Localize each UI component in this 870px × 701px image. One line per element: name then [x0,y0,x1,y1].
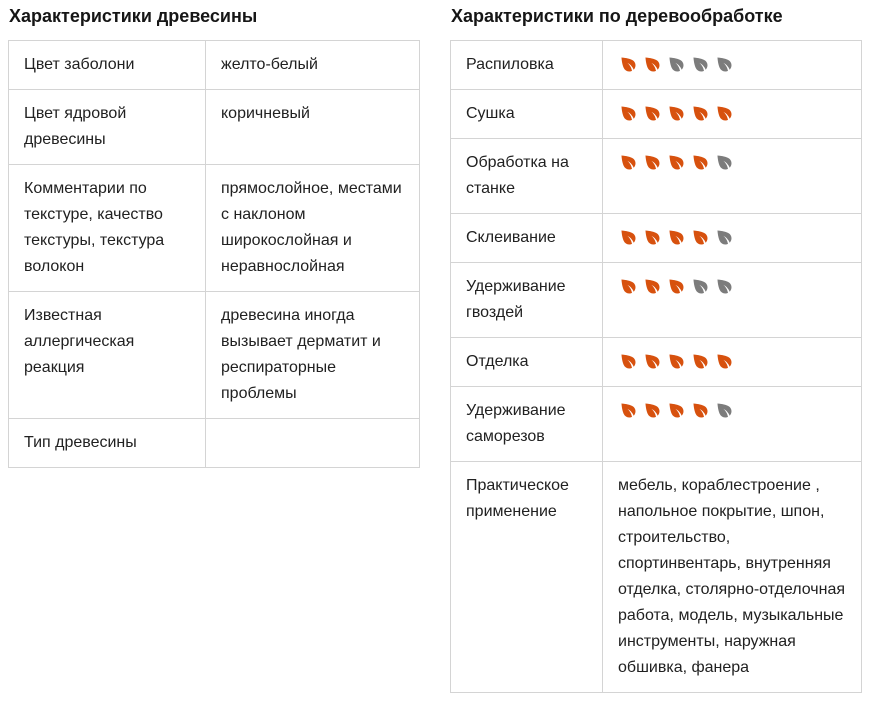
leaf-icon [714,103,735,124]
leaf-icon [642,351,663,372]
leaf-icon [690,276,711,297]
leaf-icon [714,276,735,297]
row-label: Обработка на станке [450,137,603,214]
leaf-icon [714,152,735,173]
row-rating [602,336,862,387]
table-row: Комментарии по текстуре, качество тексту… [8,163,420,292]
table-row: Обработка на станке [450,137,862,214]
table-row: Практическое применение мебель, кораблес… [450,460,862,693]
table-row: Тип древесины [8,417,420,468]
rating-leaves [618,349,846,372]
leaf-icon [642,54,663,75]
row-label: Удерживание саморезов [450,385,603,462]
row-value: желто-белый [205,39,420,90]
row-rating [602,137,862,214]
leaf-icon [618,152,639,173]
row-label: Цвет ядровой древесины [8,88,206,165]
rating-leaves [618,274,846,297]
row-rating [602,385,862,462]
leaf-icon [690,400,711,421]
leaf-icon [666,54,687,75]
leaf-icon [714,227,735,248]
row-value: древесина иногда вызывает дерматит и рес… [205,290,420,419]
table-row: Цвет ядровой древесины коричневый [8,88,420,165]
row-rating [602,261,862,338]
leaf-icon [690,227,711,248]
leaf-icon [690,152,711,173]
leaf-icon [618,351,639,372]
rating-leaves [618,101,846,124]
row-label: Отделка [450,336,603,387]
row-value [205,417,420,468]
leaf-icon [642,152,663,173]
table-row: Распиловка [450,39,862,90]
table-row: Цвет заболони желто-белый [8,39,420,90]
table-row: Сушка [450,88,862,139]
leaf-icon [666,276,687,297]
wood-characteristics-section: Характеристики древесины Цвет заболони ж… [8,6,420,693]
row-rating [602,39,862,90]
leaf-icon [690,54,711,75]
leaf-icon [666,227,687,248]
row-rating [602,88,862,139]
leaf-icon [690,103,711,124]
row-value: мебель, кораблестроение , напольное покр… [602,460,862,693]
wood-characteristics-title: Характеристики древесины [9,6,258,26]
leaf-icon [690,351,711,372]
rating-leaves [618,52,846,75]
leaf-icon [642,227,663,248]
woodworking-characteristics-title: Характеристики по деревообработке [451,6,783,26]
leaf-icon [618,400,639,421]
leaf-icon [714,400,735,421]
row-label: Распиловка [450,39,603,90]
woodworking-characteristics-table: Распиловка Сушка Обработка на станке [450,39,862,693]
leaf-icon [666,351,687,372]
leaf-icon [618,54,639,75]
row-value: прямослойное, местами с наклоном широкос… [205,163,420,292]
leaf-icon [666,400,687,421]
woodworking-characteristics-section: Характеристики по деревообработке Распил… [450,6,862,693]
row-label: Тип древесины [8,417,206,468]
leaf-icon [666,152,687,173]
wood-characteristics-table: Цвет заболони желто-белый Цвет ядровой д… [8,39,420,468]
leaf-icon [642,400,663,421]
leaf-icon [618,276,639,297]
leaf-icon [618,103,639,124]
row-label: Известная аллергическая реакция [8,290,206,419]
table-row: Удерживание саморезов [450,385,862,462]
leaf-icon [714,351,735,372]
leaf-icon [714,54,735,75]
row-value: коричневый [205,88,420,165]
row-rating [602,212,862,263]
table-row: Отделка [450,336,862,387]
rating-leaves [618,150,846,173]
rating-leaves [618,398,846,421]
table-row: Склеивание [450,212,862,263]
row-label: Практическое применение [450,460,603,693]
table-row: Известная аллергическая реакция древесин… [8,290,420,419]
rating-leaves [618,225,846,248]
row-label: Цвет заболони [8,39,206,90]
row-label: Комментарии по текстуре, качество тексту… [8,163,206,292]
row-label: Сушка [450,88,603,139]
row-label: Склеивание [450,212,603,263]
leaf-icon [642,276,663,297]
leaf-icon [618,227,639,248]
table-row: Удерживание гвоздей [450,261,862,338]
leaf-icon [666,103,687,124]
row-label: Удерживание гвоздей [450,261,603,338]
leaf-icon [642,103,663,124]
